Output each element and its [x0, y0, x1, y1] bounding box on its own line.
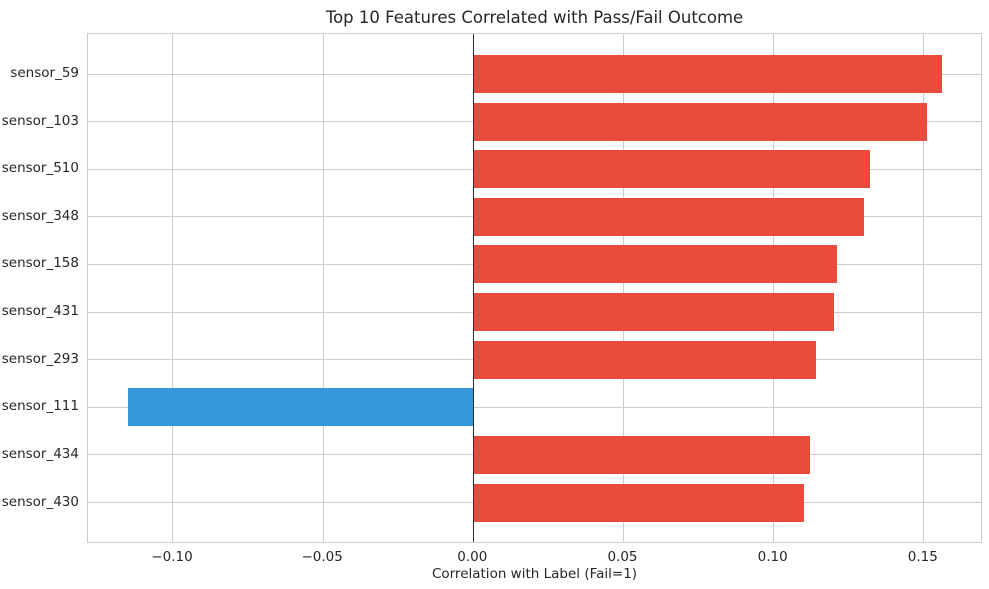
y-tick-label-sensor_510: sensor_510 — [1, 160, 79, 177]
x-tick-label: −0.10 — [151, 549, 193, 565]
bar-sensor_111 — [127, 388, 474, 427]
x-gridline — [923, 34, 925, 542]
bar-sensor_434 — [473, 435, 810, 474]
bar-sensor_103 — [473, 102, 927, 141]
x-gridline — [172, 34, 174, 542]
y-tick-label-sensor_430: sensor_430 — [1, 493, 79, 510]
x-tick-label: −0.05 — [301, 549, 343, 565]
y-tick-label-sensor_103: sensor_103 — [1, 112, 79, 129]
y-tick-label-sensor_59: sensor_59 — [10, 65, 79, 81]
bar-sensor_431 — [473, 293, 834, 332]
x-gridline — [322, 34, 324, 542]
x-tick-label: 0.00 — [457, 549, 488, 565]
x-gridline — [622, 34, 624, 542]
x-tick-label: 0.05 — [607, 549, 638, 565]
y-tick-label-sensor_158: sensor_158 — [1, 255, 79, 272]
zero-line — [472, 34, 475, 542]
bar-sensor_293 — [473, 340, 816, 379]
y-tick-label-sensor_431: sensor_431 — [1, 303, 79, 320]
plot-area — [87, 33, 982, 543]
chart-title: Top 10 Features Correlated with Pass/Fai… — [325, 8, 744, 27]
bar-sensor_430 — [473, 483, 804, 522]
x-axis-label: Correlation with Label (Fail=1) — [431, 566, 638, 582]
y-tick-label-sensor_111: sensor_111 — [1, 398, 79, 415]
y-gridline — [88, 406, 981, 408]
bar-sensor_348 — [473, 197, 864, 236]
y-tick-label-sensor_434: sensor_434 — [1, 445, 79, 462]
y-tick-label-sensor_293: sensor_293 — [1, 350, 79, 367]
bar-sensor_59 — [473, 55, 942, 93]
bar-sensor_510 — [473, 150, 870, 189]
bar-sensor_158 — [473, 245, 837, 284]
x-tick-label: 0.15 — [907, 549, 938, 565]
x-tick-label: 0.10 — [757, 549, 788, 565]
x-gridline — [773, 34, 775, 542]
y-tick-label-sensor_348: sensor_348 — [1, 207, 79, 224]
